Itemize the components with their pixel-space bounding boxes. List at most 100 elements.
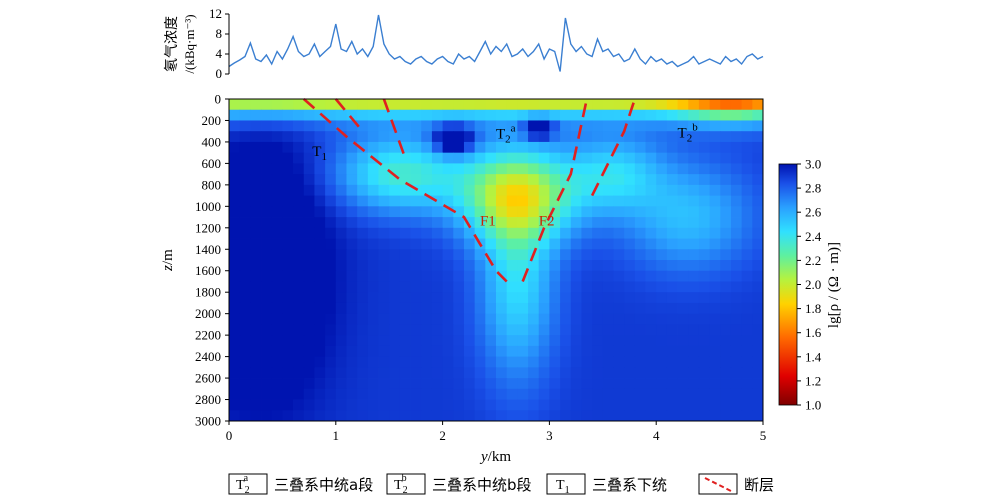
heatmap-cell bbox=[239, 238, 251, 250]
heatmap-cell bbox=[624, 184, 636, 196]
heatmap-cell bbox=[656, 163, 668, 175]
heatmap-cell bbox=[325, 270, 337, 282]
heatmap-cell bbox=[485, 345, 497, 357]
heatmap-cell bbox=[730, 195, 743, 207]
heatmap-cell bbox=[335, 281, 347, 293]
heatmap-cell bbox=[442, 99, 454, 111]
heatmap-cell bbox=[335, 292, 347, 304]
heatmap-cell bbox=[293, 195, 305, 207]
heatmap-cell bbox=[453, 227, 465, 239]
heatmap-cell bbox=[453, 217, 465, 229]
legend-label: 三叠系下统 bbox=[592, 476, 667, 494]
heatmap-cell bbox=[549, 131, 561, 143]
heatmap-cell bbox=[367, 302, 379, 315]
heatmap-cell bbox=[677, 131, 689, 143]
heatmap-cell bbox=[581, 249, 593, 261]
heatmap-cell bbox=[645, 174, 657, 186]
heatmap-cell bbox=[399, 206, 411, 218]
heatmap-cell bbox=[485, 206, 497, 218]
heatmap-cell bbox=[720, 163, 732, 175]
heatmap-cell bbox=[314, 410, 326, 422]
heatmap-cell bbox=[399, 217, 411, 229]
heatmap-cell bbox=[357, 120, 369, 132]
heatmap-cell bbox=[442, 313, 454, 325]
heatmap-cell bbox=[517, 260, 529, 272]
heatmap-cell bbox=[538, 195, 550, 207]
heatmap-cell bbox=[453, 302, 465, 315]
heatmap-cell bbox=[367, 324, 379, 336]
heatmap-cell bbox=[378, 324, 390, 336]
heatmap-cell bbox=[239, 378, 251, 390]
heatmap-cell bbox=[752, 195, 764, 207]
heatmap-cell bbox=[634, 302, 646, 315]
heatmap-cell bbox=[752, 152, 764, 164]
heatmap-cell bbox=[677, 99, 689, 111]
heatmap-cell bbox=[346, 378, 358, 390]
heatmap-cell bbox=[656, 260, 668, 272]
heatmap-cell bbox=[709, 367, 721, 379]
heatmap-cell bbox=[474, 345, 486, 357]
heatmap-cell bbox=[229, 302, 241, 315]
heatmap-cell bbox=[752, 217, 764, 229]
heatmap-cell bbox=[453, 195, 465, 207]
heatmap-cell bbox=[645, 388, 657, 400]
heatmap-cell bbox=[293, 378, 305, 390]
heatmap-cell bbox=[463, 399, 476, 411]
heatmap-cell bbox=[752, 302, 764, 315]
heatmap-cell bbox=[634, 163, 646, 175]
heatmap-cell bbox=[335, 378, 347, 390]
heatmap-cell bbox=[634, 109, 646, 121]
heatmap-cell bbox=[474, 410, 486, 422]
heatmap-cell bbox=[560, 174, 572, 186]
heatmap-cell bbox=[741, 131, 753, 143]
heatmap-cell bbox=[431, 109, 443, 121]
heatmap-cell bbox=[303, 109, 315, 121]
heatmap-cell bbox=[613, 217, 625, 229]
heatmap-cell bbox=[346, 292, 358, 304]
heatmap-cell bbox=[602, 206, 614, 218]
heatmap-cell bbox=[720, 152, 732, 164]
heatmap-cell bbox=[549, 152, 561, 164]
heatmap-cell bbox=[752, 227, 764, 239]
heatmap-cell bbox=[314, 313, 326, 325]
colorbar-tick-label: 1.6 bbox=[805, 325, 822, 340]
heatmap-cell bbox=[239, 281, 251, 293]
heatmap-cell bbox=[666, 227, 678, 239]
heatmap-cell bbox=[410, 217, 422, 229]
heatmap-cell bbox=[656, 388, 668, 400]
heatmap-cell bbox=[431, 260, 443, 272]
heatmap-cell bbox=[570, 120, 582, 132]
heatmap-cell bbox=[688, 324, 700, 336]
heatmap-cell bbox=[357, 174, 369, 186]
heatmap-cell bbox=[709, 313, 721, 325]
heatmap-cell bbox=[730, 270, 743, 282]
heatmap-cell bbox=[581, 399, 593, 411]
heatmap-cell bbox=[624, 324, 636, 336]
heatmap-cell bbox=[656, 367, 668, 379]
heatmap-cell bbox=[560, 152, 572, 164]
heatmap-cell bbox=[271, 410, 283, 422]
heatmap-cell bbox=[410, 227, 422, 239]
heatmap-cell bbox=[634, 378, 646, 390]
heatmap-cell bbox=[496, 163, 508, 175]
fault-lines bbox=[302, 98, 637, 283]
heatmap-cell bbox=[378, 141, 390, 154]
heatmap-cell bbox=[592, 184, 604, 196]
heatmap-cell bbox=[453, 399, 465, 411]
heatmap-cell bbox=[666, 345, 678, 357]
distance-tick-label: 2 bbox=[439, 428, 446, 443]
heatmap-cell bbox=[389, 109, 401, 121]
heatmap-cell bbox=[346, 184, 358, 196]
heatmap-cell bbox=[463, 109, 476, 121]
heatmap-cell bbox=[613, 195, 625, 207]
heatmap-cell bbox=[453, 249, 465, 261]
colorbar-tick-label: 2.6 bbox=[805, 205, 822, 220]
annotation-t1: T1 bbox=[312, 144, 327, 163]
heatmap-cell bbox=[613, 260, 625, 272]
heatmap-cell bbox=[656, 378, 668, 390]
heatmap-cell bbox=[421, 195, 433, 207]
heatmap-cell bbox=[421, 227, 433, 239]
heatmap-cell bbox=[293, 206, 305, 218]
heatmap-cell bbox=[560, 238, 572, 250]
heatmap-cell bbox=[656, 184, 668, 196]
